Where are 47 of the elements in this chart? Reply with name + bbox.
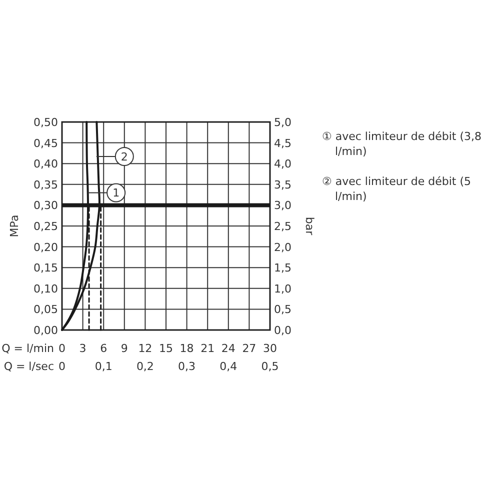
x2-tick-label: 0,3 — [178, 360, 196, 373]
y2-tick-label: 2,0 — [274, 240, 292, 254]
y2-tick-label: 4,0 — [274, 158, 292, 171]
y-tick-label: 0,35 — [34, 178, 58, 192]
x-tick-label: 12 — [138, 342, 152, 355]
x2-tick-label: 0,4 — [220, 360, 238, 373]
x-tick-label: 30 — [263, 342, 277, 355]
x-tick-label: 21 — [200, 342, 215, 355]
y2-tick-label: 3,0 — [274, 199, 292, 212]
y-tick-label: 0,30 — [34, 199, 58, 212]
y-tick-label: 0,50 — [34, 116, 58, 129]
y-tick-label: 0,15 — [34, 262, 58, 275]
x-tick-label: 6 — [100, 342, 108, 355]
x-tick-label: 27 — [242, 342, 256, 355]
x-tick-label: 0 — [58, 342, 66, 355]
annotation: 2 — [120, 150, 128, 164]
y-tick-label: 0,10 — [34, 282, 58, 296]
text: ② avec limiteur de débit (5 l/min) — [322, 175, 472, 203]
x-tick-label: 18 — [180, 342, 194, 355]
y2-tick-label: 1,5 — [274, 262, 292, 275]
annotation: 1 — [112, 186, 120, 200]
x2-tick-label: 0 — [58, 360, 66, 373]
y-tick-label: 0,05 — [34, 303, 58, 316]
y2-tick-label: 2,5 — [274, 220, 292, 233]
y-tick-label: 0,45 — [34, 136, 58, 150]
y-axis-title: MPa — [8, 214, 21, 238]
x2-tick-label: 0,5 — [261, 360, 279, 373]
y-tick-label: 0,00 — [34, 324, 58, 337]
y2-tick-label: 0,0 — [274, 324, 292, 337]
x-tick-label: 15 — [159, 342, 173, 355]
x-tick-label: 24 — [221, 342, 236, 355]
y2-tick-label: 5,0 — [274, 116, 292, 129]
y2-tick-label: 3,5 — [274, 178, 292, 192]
x2-tick-label: 0,2 — [136, 360, 154, 373]
y2-tick-label: 1,0 — [274, 282, 292, 296]
x-tick-label: 9 — [120, 342, 128, 355]
y-tick-label: 0,40 — [34, 158, 58, 171]
x2-axis-title: Q = l/sec — [4, 360, 54, 373]
y2-axis-title: bar — [303, 216, 316, 236]
y-tick-label: 0,25 — [34, 220, 58, 233]
x-axis-title: Q = l/min — [2, 342, 54, 355]
y-tick-label: 0,20 — [34, 240, 58, 254]
text: ① avec limiteur de débit (3,8 l/min) — [322, 130, 482, 158]
y2-tick-label: 4,5 — [274, 136, 292, 150]
y2-tick-label: 0,5 — [274, 303, 292, 316]
x-tick-label: 3 — [79, 342, 86, 355]
x2-tick-label: 0,1 — [94, 360, 112, 373]
